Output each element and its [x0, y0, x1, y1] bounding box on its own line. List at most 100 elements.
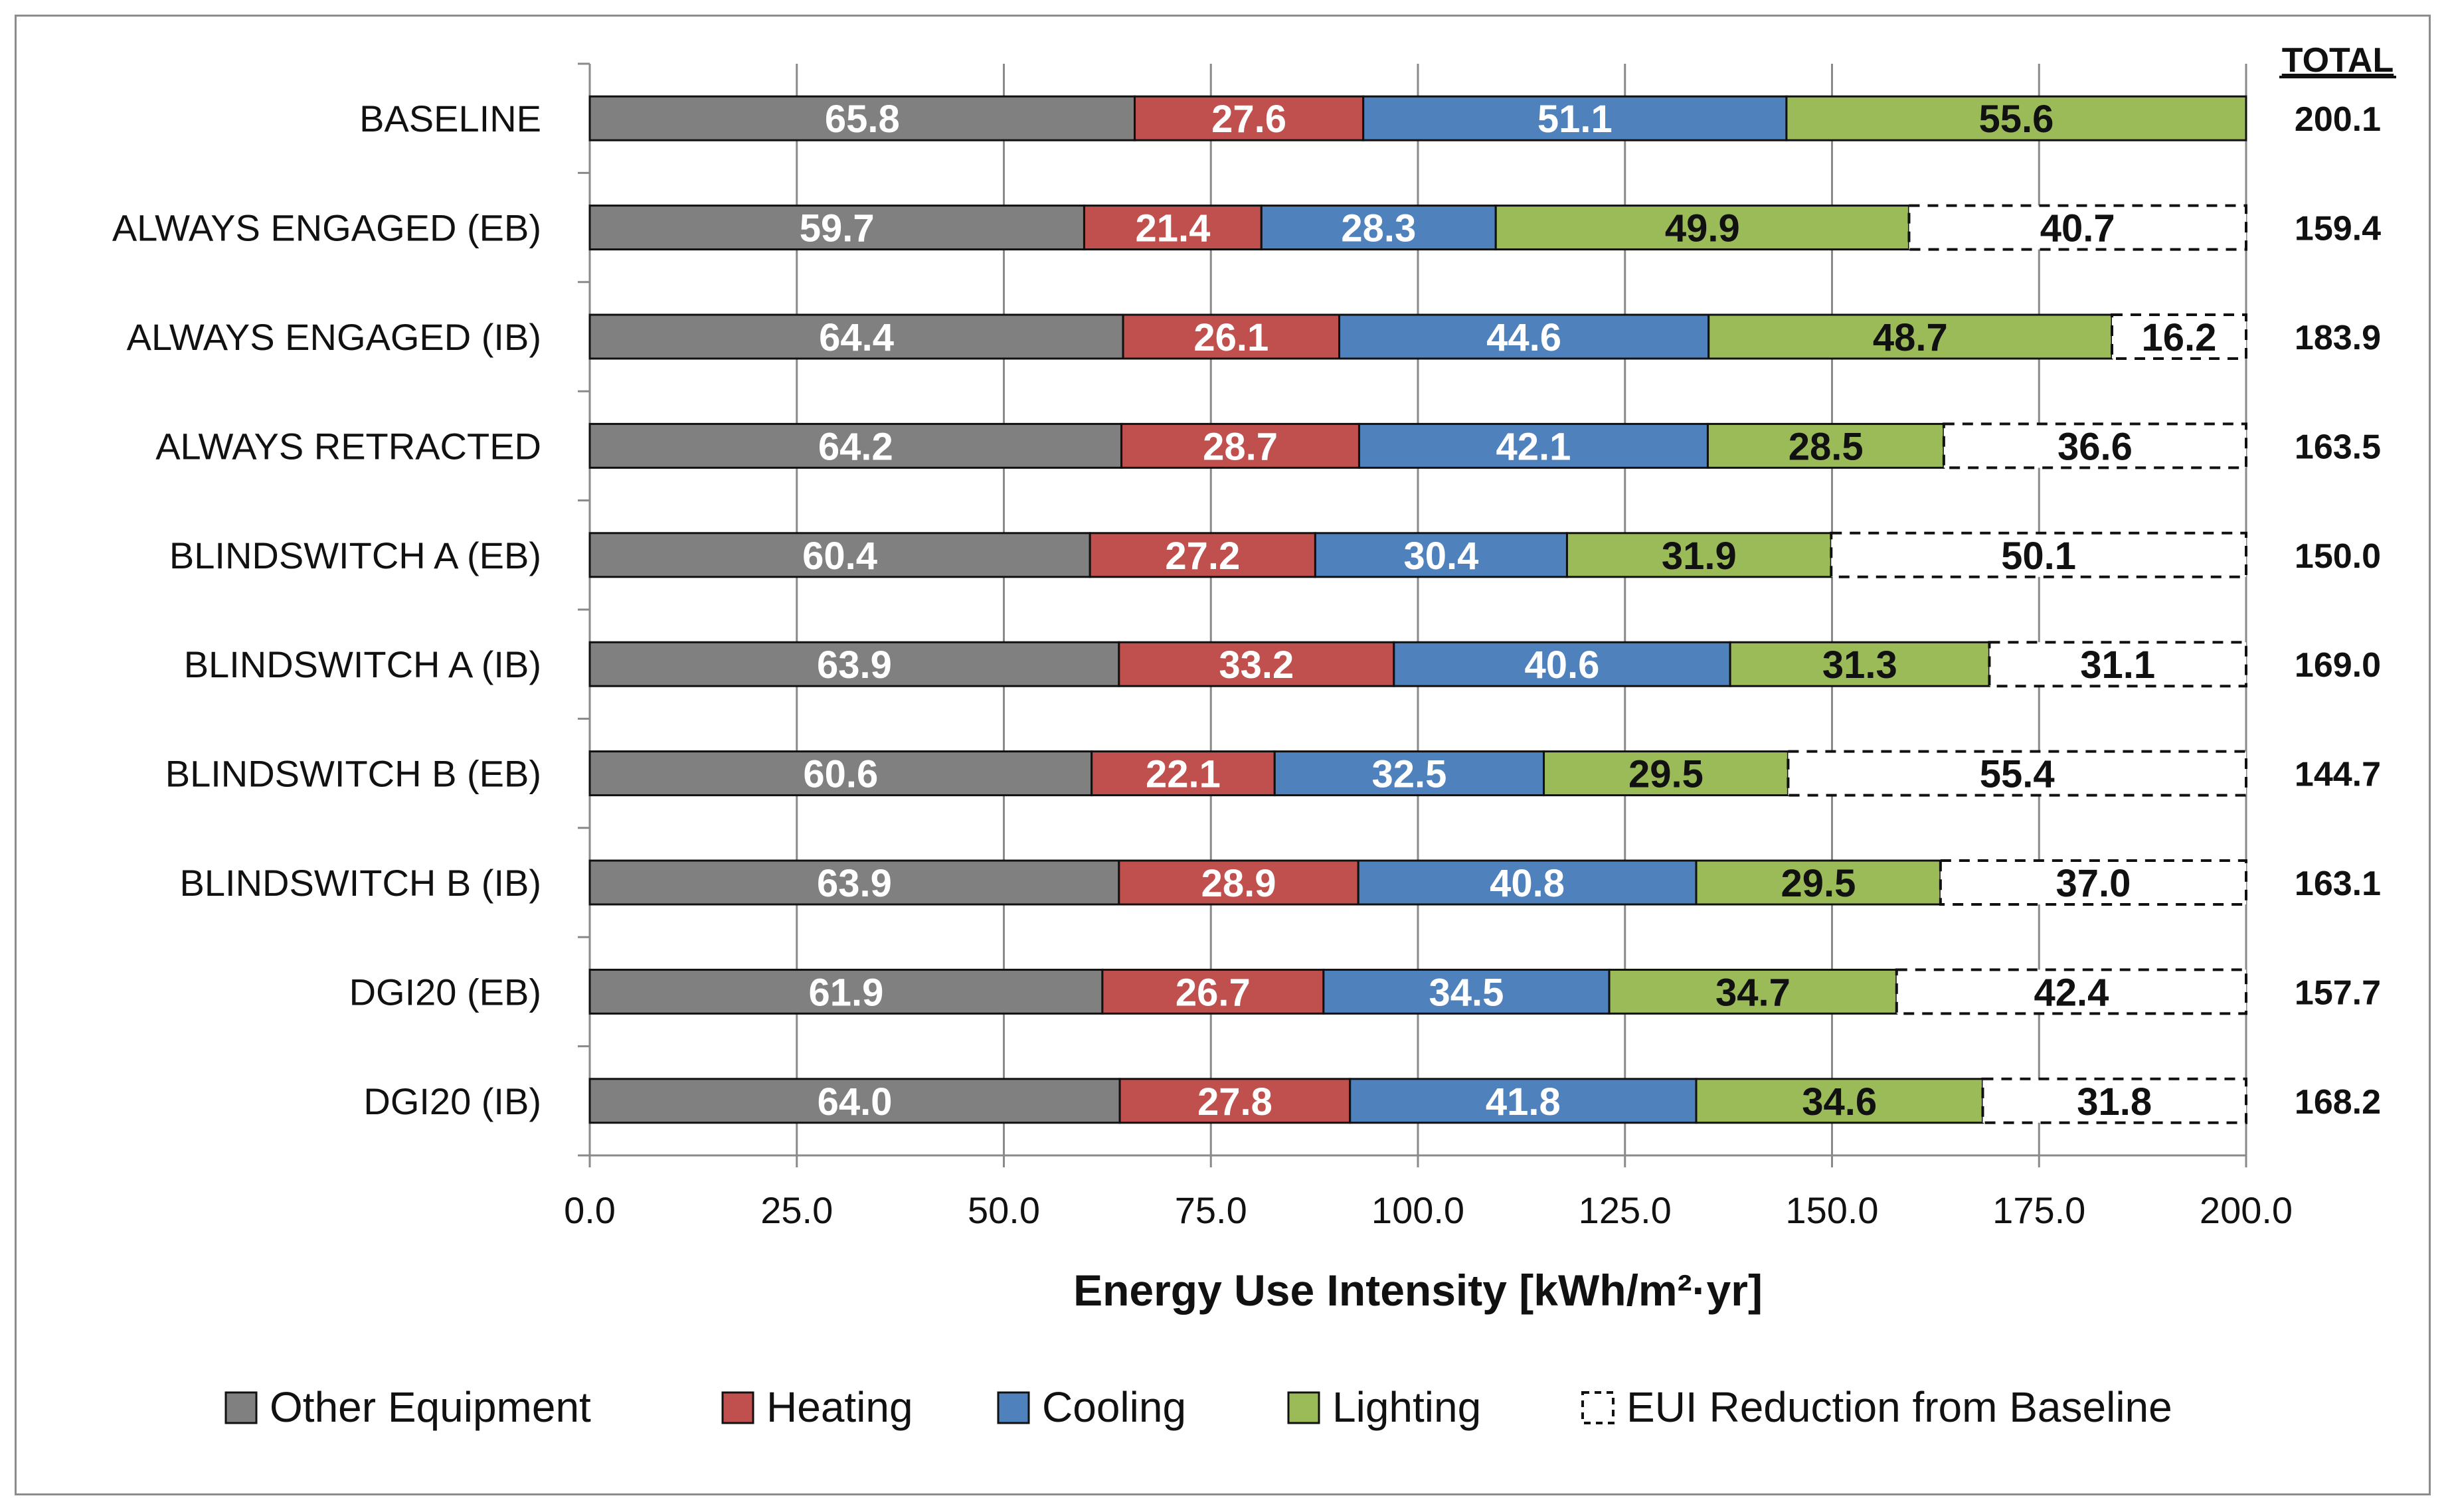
- data-label-lighting: 28.5: [1789, 425, 1864, 468]
- category-label-blindswitch-a-eb: BLINDSWITCH A (EB): [169, 535, 541, 576]
- total-value: 163.5: [2295, 428, 2381, 466]
- bar-other-equipment: [588, 422, 1123, 469]
- data-label-other-equipment: 63.9: [817, 862, 892, 905]
- x-tick-label: 100.0: [1371, 1189, 1464, 1231]
- bar-other-equipment: [588, 641, 1120, 687]
- data-label-eui-reduction-from-baseline: 37.0: [2055, 862, 2131, 905]
- x-tick-label: 200.0: [2200, 1189, 2293, 1231]
- data-label-eui-reduction-from-baseline: 16.2: [2142, 316, 2217, 359]
- total-value: 183.9: [2295, 319, 2381, 357]
- legend-swatch-eui-reduction-from-baseline: [1581, 1391, 1615, 1424]
- data-label-other-equipment: 64.4: [819, 316, 894, 359]
- legend-swatch-heating: [721, 1391, 754, 1424]
- data-label-lighting: 48.7: [1873, 316, 1948, 359]
- bar-lighting: [1565, 532, 1832, 578]
- category-label-always-engaged-eb: ALWAYS ENGAGED (EB): [112, 207, 541, 249]
- category-label-always-engaged-ib: ALWAYS ENGAGED (IB): [127, 316, 541, 358]
- bar-cooling: [1338, 313, 1710, 360]
- data-label-lighting: 34.6: [1802, 1080, 1877, 1124]
- data-label-eui-reduction-from-baseline: 50.1: [2001, 535, 2076, 578]
- data-label-eui-reduction-from-baseline: 42.4: [2034, 971, 2109, 1014]
- bar-eui-reduction-from-baseline: [1939, 859, 2247, 906]
- bar-heating: [1122, 313, 1341, 360]
- legend-swatch-lighting: [1287, 1391, 1320, 1424]
- bar-lighting: [1707, 313, 2113, 360]
- x-tick-label: 125.0: [1579, 1189, 1672, 1231]
- x-tick-label: 175.0: [1992, 1189, 2085, 1231]
- category-label-dgi20-ib: DGI20 (IB): [363, 1080, 541, 1122]
- legend-label-cooling: Cooling: [1042, 1383, 1186, 1431]
- bar-eui-reduction-from-baseline: [1907, 204, 2247, 251]
- bar-cooling: [1349, 1078, 1698, 1124]
- bar-heating: [1134, 95, 1365, 141]
- legend-label-eui-reduction-from-baseline: EUI Reduction from Baseline: [1626, 1383, 2172, 1431]
- category-label-blindswitch-a-ib: BLINDSWITCH A (IB): [184, 643, 541, 685]
- bar-heating: [1091, 750, 1276, 797]
- legend-label-lighting: Lighting: [1332, 1383, 1481, 1431]
- bar-other-equipment: [588, 750, 1093, 797]
- legend-swatch-cooling: [997, 1391, 1030, 1424]
- legend-swatch-other-equipment: [224, 1391, 258, 1424]
- data-label-heating: 27.6: [1211, 98, 1286, 141]
- data-label-lighting: 29.5: [1628, 753, 1704, 796]
- x-tick-label: 150.0: [1785, 1189, 1878, 1231]
- bar-other-equipment: [588, 313, 1124, 360]
- data-label-heating: 22.1: [1146, 753, 1221, 796]
- data-label-cooling: 30.4: [1403, 535, 1478, 578]
- x-axis-title: Energy Use Intensity [kWh/m²·yr]: [1073, 1266, 1763, 1315]
- data-label-eui-reduction-from-baseline: 31.8: [2077, 1080, 2152, 1124]
- bar-heating: [1118, 1078, 1352, 1124]
- bar-heating: [1101, 968, 1325, 1015]
- category-label-blindswitch-b-ib: BLINDSWITCH B (IB): [180, 862, 541, 904]
- bar-other-equipment: [588, 532, 1091, 578]
- data-label-heating: 26.1: [1193, 316, 1268, 359]
- category-label-dgi20-eb: DGI20 (EB): [349, 971, 541, 1013]
- total-header: TOTAL: [2282, 41, 2394, 80]
- bar-lighting: [1695, 1078, 1984, 1124]
- data-label-cooling: 34.5: [1429, 971, 1504, 1014]
- bar-cooling: [1314, 532, 1568, 578]
- data-label-cooling: 40.8: [1490, 862, 1565, 905]
- bar-lighting: [1785, 95, 2247, 141]
- data-label-heating: 28.9: [1201, 862, 1276, 905]
- data-label-heating: 33.2: [1219, 643, 1294, 687]
- data-label-cooling: 51.1: [1537, 98, 1613, 141]
- data-label-cooling: 42.1: [1496, 425, 1571, 468]
- data-label-other-equipment: 65.8: [825, 98, 900, 141]
- bar-eui-reduction-from-baseline: [1942, 422, 2247, 469]
- data-label-lighting: 31.9: [1662, 535, 1737, 578]
- labels: 0.0 25.0 50.0 75.0 100.0 125.0 150.0 175.0 200.0…: [112, 41, 2396, 1315]
- bar-heating: [1120, 422, 1360, 469]
- data-label-lighting: 29.5: [1781, 862, 1856, 905]
- bar-cooling: [1393, 641, 1731, 687]
- bar-eui-reduction-from-baseline: [1830, 531, 2247, 578]
- total-value: 200.1: [2295, 100, 2381, 139]
- bar-heating: [1083, 205, 1263, 251]
- bar-eui-reduction-from-baseline: [1787, 750, 2247, 797]
- data-label-heating: 27.2: [1165, 535, 1240, 578]
- bar-cooling: [1357, 422, 1709, 469]
- data-label-cooling: 44.6: [1486, 316, 1561, 359]
- legend: Other Equipment Heating Cooling Lighting EUI…: [224, 1383, 2172, 1431]
- data-label-heating: 28.7: [1203, 425, 1278, 468]
- x-tick-label: 75.0: [1175, 1189, 1247, 1231]
- bar-other-equipment: [588, 205, 1085, 251]
- bars: [588, 95, 2248, 1124]
- bar-eui-reduction-from-baseline: [1895, 968, 2248, 1015]
- total-value: 150.0: [2295, 537, 2381, 576]
- bar-lighting: [1608, 968, 1898, 1015]
- category-label-baseline: BASELINE: [359, 98, 541, 139]
- data-label-cooling: 28.3: [1341, 207, 1416, 250]
- x-tick-label: 0.0: [564, 1189, 616, 1231]
- data-label-other-equipment: 60.6: [803, 753, 878, 796]
- data-label-other-equipment: 64.0: [818, 1080, 893, 1124]
- bar-other-equipment: [588, 1078, 1121, 1124]
- data-label-heating: 26.7: [1176, 971, 1251, 1014]
- x-tick-label: 25.0: [760, 1189, 833, 1231]
- data-label-cooling: 40.6: [1525, 643, 1600, 687]
- data-label-eui-reduction-from-baseline: 55.4: [1980, 753, 2055, 796]
- total-value: 144.7: [2295, 756, 2381, 794]
- total-value: 163.1: [2295, 865, 2381, 903]
- category-label-always-retracted: ALWAYS RETRACTED: [155, 425, 541, 467]
